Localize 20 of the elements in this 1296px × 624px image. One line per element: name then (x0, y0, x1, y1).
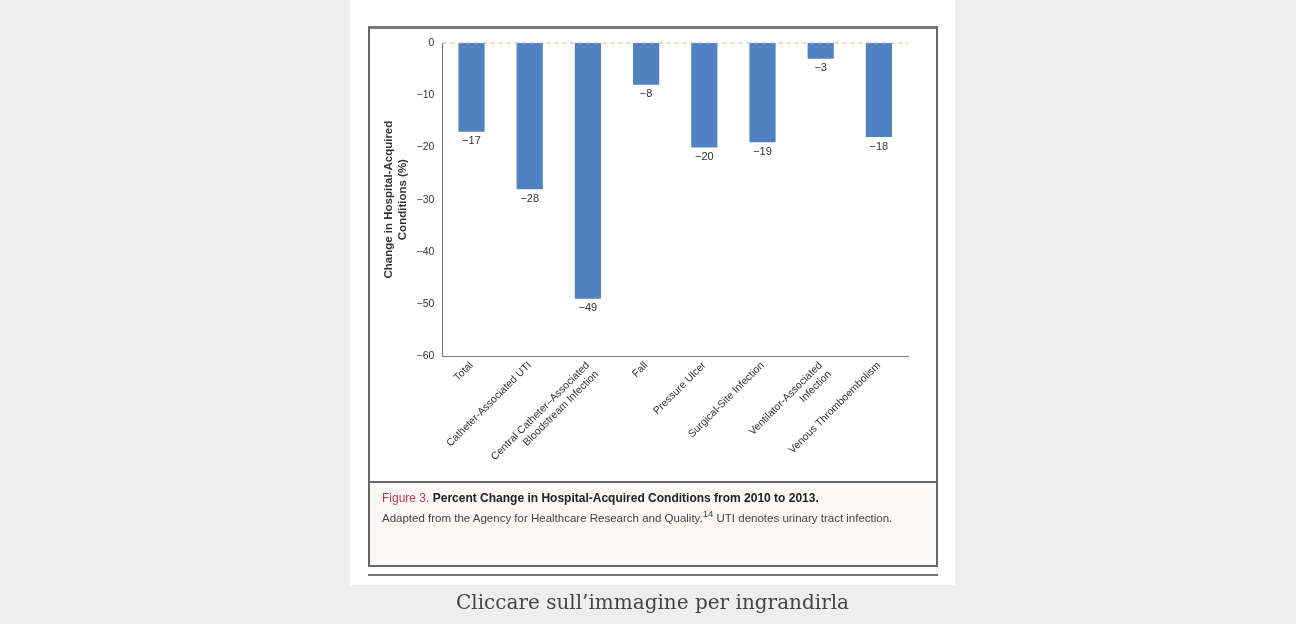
y-tick-label: −10 (416, 88, 435, 101)
data-label: −28 (520, 191, 540, 204)
text: Figure 3. Percent Change in Hospital-Acquired Conditions from 2010 to 2013. (382, 491, 820, 506)
y-axis-title: Change in Hospital-Acquired Conditions (%) (382, 120, 408, 279)
data-label: −18 (869, 139, 889, 152)
text: Cliccare sull’immagine per ingrandirla (454, 590, 851, 614)
data-label: −3 (814, 61, 827, 74)
y-tick-label: −40 (416, 244, 435, 257)
text: Adapted from the Agency for Healthcare Research and Quality.$^{14}$ UTI denotes urinary tract infection. (382, 507, 894, 526)
x-tick-label: Fall (629, 358, 650, 380)
y-tick-label: −30 (416, 192, 435, 205)
data-label: −8 (639, 87, 653, 100)
y-tick-label: −60 (416, 349, 435, 362)
y-tick-label: −20 (416, 140, 435, 153)
data-label: −49 (578, 301, 598, 314)
data-label: −19 (753, 144, 772, 157)
data-label: −20 (694, 149, 714, 162)
y-tick-label: 0 (428, 35, 435, 48)
data-label: −17 (462, 134, 481, 147)
y-tick-label: −50 (416, 296, 435, 309)
